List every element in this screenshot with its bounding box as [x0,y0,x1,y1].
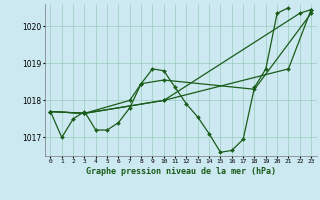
X-axis label: Graphe pression niveau de la mer (hPa): Graphe pression niveau de la mer (hPa) [86,167,276,176]
